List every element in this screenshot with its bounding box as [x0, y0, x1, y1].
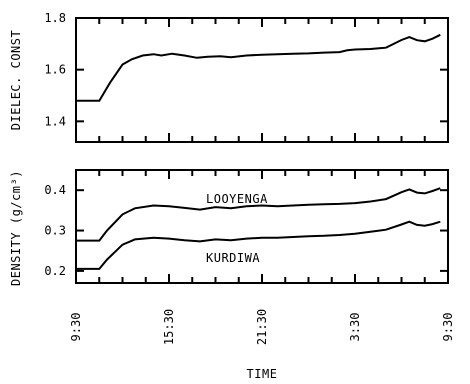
- time-tick-label: 9:30: [69, 313, 83, 342]
- dielectric-y-tick-label: 1.8: [44, 11, 66, 25]
- looyenga-series-label: LOOYENGA: [206, 192, 268, 206]
- dielectric-panel: 1.4 1.6 1.8 DIELEC. CONST: [9, 11, 449, 143]
- time-tick-label: 3:30: [348, 313, 362, 342]
- density-y-tick-label: 0.4: [44, 183, 66, 197]
- density-panel: 0.2 0.3 0.4 DENSITY (g/cm³) LOOYENGA KURDI…: [9, 169, 449, 286]
- time-tick-label: 9:30: [441, 313, 455, 342]
- dielectric-plot-frame: [75, 17, 449, 143]
- density-y-tick-label: 0.2: [44, 264, 66, 278]
- density-x-ticks: [75, 170, 449, 283]
- dielectric-y-tick-label: 1.6: [44, 63, 66, 77]
- dielectric-x-ticks: [75, 18, 449, 142]
- kurdiwa-series-label: KURDIWA: [206, 251, 260, 265]
- density-y-axis-title: DENSITY (g/cm³): [9, 170, 23, 286]
- kurdiwa-series-line: [76, 220, 441, 270]
- time-tick-label: 15:30: [162, 309, 176, 345]
- dielectric-y-ticks: 1.4 1.6 1.8: [44, 11, 448, 128]
- dielectric-y-tick-label: 1.4: [44, 114, 66, 128]
- density-y-tick-label: 0.3: [44, 224, 66, 238]
- x-axis-title: TIME: [247, 367, 278, 381]
- time-tick-label: 21:30: [255, 309, 269, 345]
- density-plot-frame: [75, 169, 449, 284]
- density-y-ticks: 0.2 0.3 0.4: [44, 183, 448, 278]
- time-tick-labels: 9:30 15:30 21:30 3:30 9:30: [69, 309, 455, 345]
- dielectric-y-axis-title: DIELEC. CONST: [9, 30, 23, 130]
- looyenga-series-line: [76, 187, 441, 242]
- dielectric-series-line: [76, 33, 441, 102]
